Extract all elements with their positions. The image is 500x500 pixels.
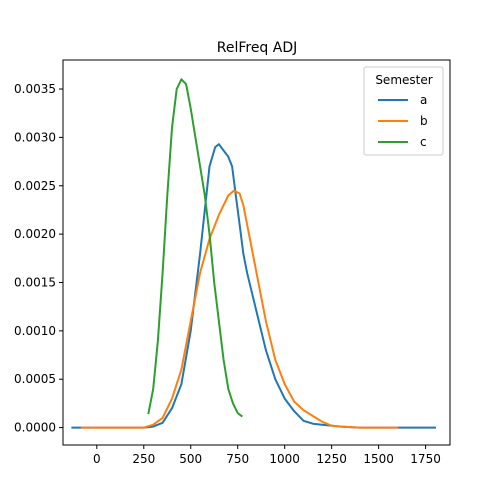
y-tick-label: 0.0000	[14, 421, 56, 435]
plot-lines	[71, 78, 436, 429]
chart-title: RelFreq ADJ	[217, 40, 298, 56]
x-tick-label: 0	[93, 452, 101, 466]
y-tick-label: 0.0015	[14, 275, 56, 289]
plot-frame	[62, 59, 451, 446]
series-line-c	[147, 78, 243, 418]
legend-label-b: b	[420, 114, 428, 128]
y-axis: 0.0000 0.0005 0.0010 0.0015 0.0020 0.0025 0.00…	[14, 82, 63, 435]
y-tick-label: 0.0030	[14, 130, 56, 144]
y-tick-label: 0.0020	[14, 227, 56, 241]
legend-title: Semester	[375, 73, 432, 87]
legend-box	[363, 66, 444, 156]
y-tick-label: 0.0035	[14, 82, 56, 96]
legend-items: abc	[378, 93, 428, 149]
x-axis: 0 250 500 750 1000 1250 1500 1750	[93, 445, 441, 466]
y-tick-label: 0.0005	[14, 372, 56, 386]
x-tick-label: 500	[179, 452, 202, 466]
x-tick-label: 250	[132, 452, 155, 466]
legend: Semester abc	[363, 66, 444, 156]
x-tick-label: 750	[226, 452, 249, 466]
x-tick-label: 1000	[269, 452, 300, 466]
x-tick-label: 1500	[363, 452, 394, 466]
series-line-b	[80, 189, 399, 429]
y-tick-label: 0.0010	[14, 324, 56, 338]
legend-label-c: c	[420, 135, 427, 149]
legend-label-a: a	[420, 93, 427, 107]
x-tick-label: 1250	[316, 452, 347, 466]
y-tick-label: 0.0025	[14, 179, 56, 193]
x-tick-label: 1750	[410, 452, 441, 466]
